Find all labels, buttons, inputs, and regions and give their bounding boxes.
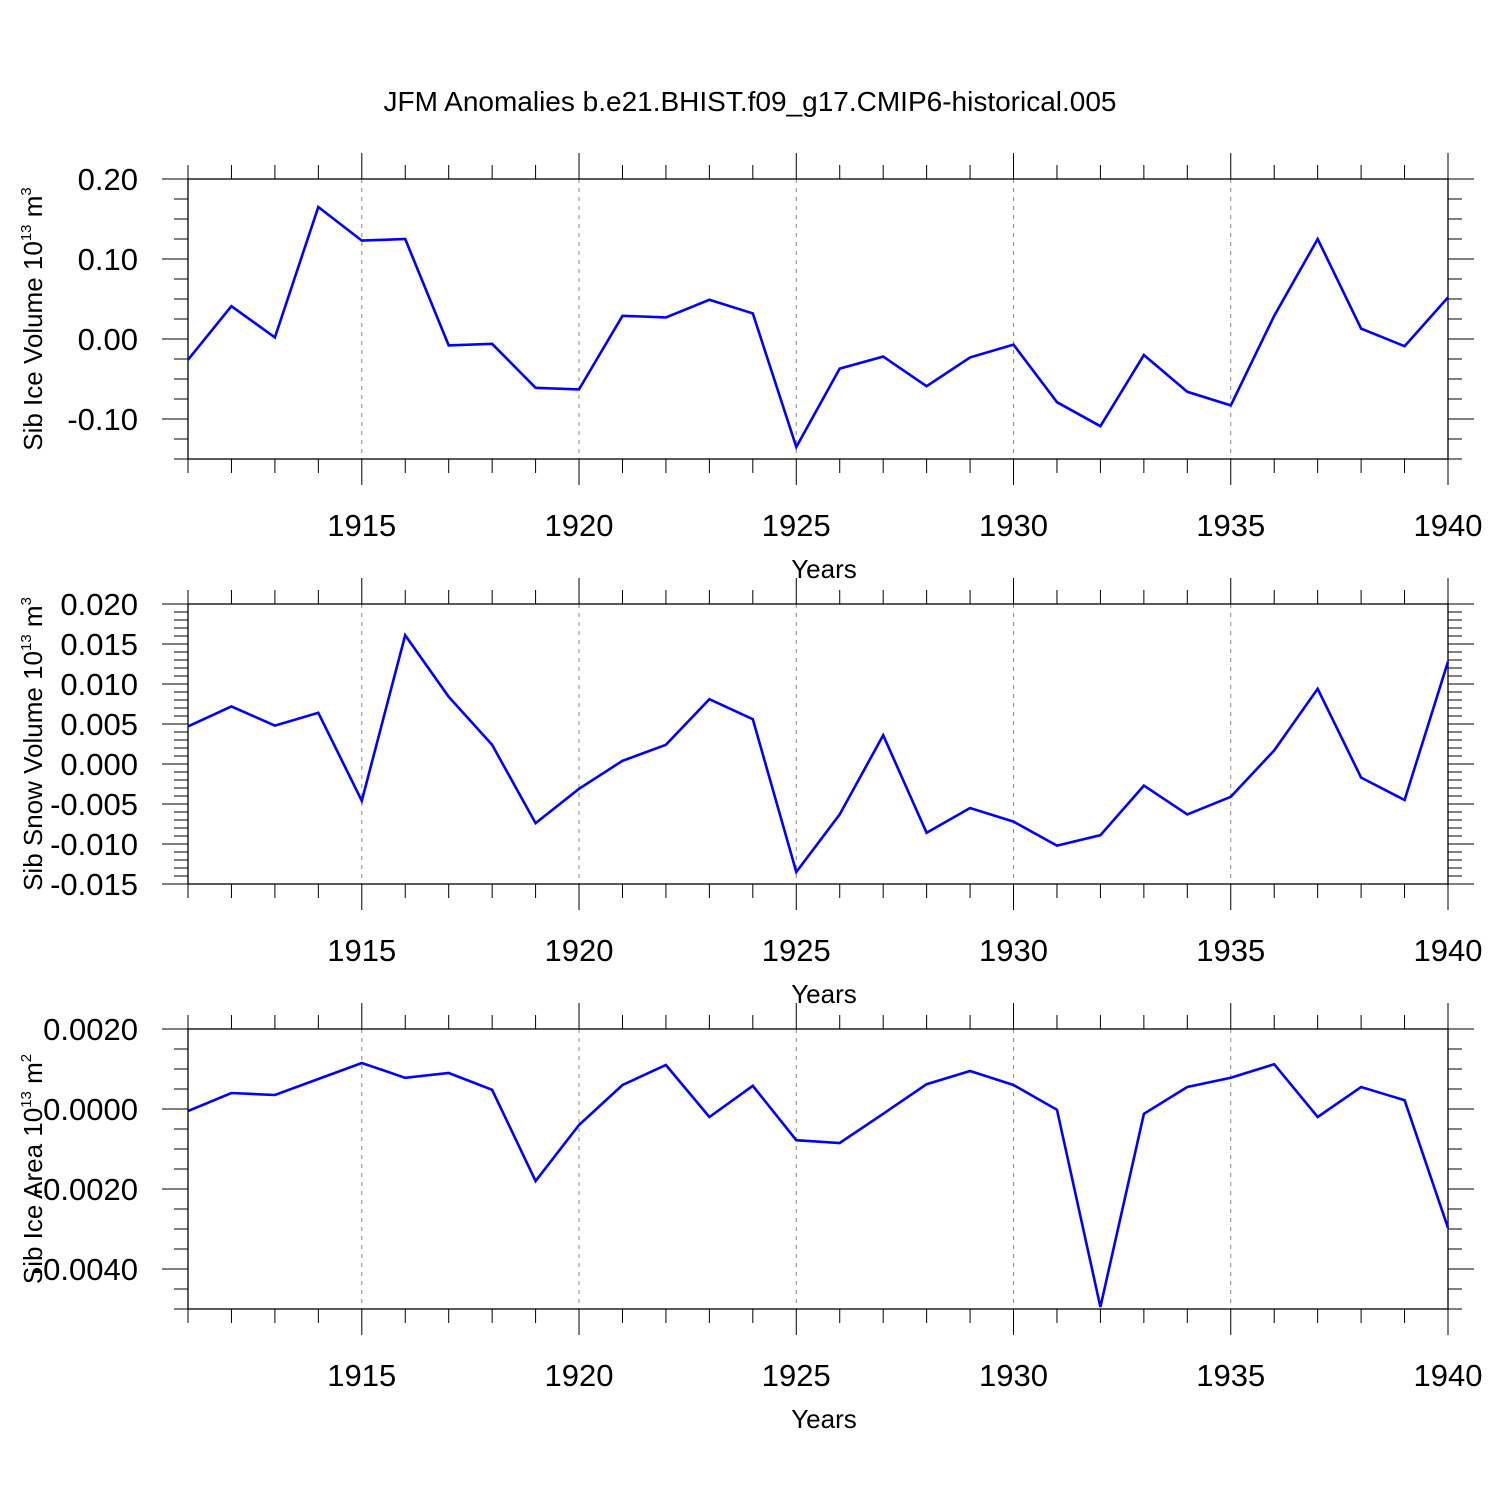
y-tick-label: 0.20 <box>78 162 138 197</box>
y-tick-label: 0.005 <box>60 707 138 742</box>
x-tick-label: 1935 <box>1196 1358 1265 1393</box>
y-label-unit-exponent: 2 <box>18 1054 35 1062</box>
x-tick-label: 1925 <box>762 508 831 543</box>
y-label-unit-exponent: 3 <box>18 597 35 605</box>
plot-frame <box>187 1028 1449 1310</box>
y-axis-label: Sib Snow Volume 1013 m3 <box>18 597 48 891</box>
y-tick-label: 0.0020 <box>43 1012 138 1047</box>
series-line <box>188 1061 1449 1308</box>
y-tick-label: -0.0040 <box>33 1252 138 1287</box>
y-tick-label: -0.10 <box>67 402 138 437</box>
plot-frame <box>187 603 1449 885</box>
x-tick-label: 1930 <box>979 508 1048 543</box>
series-line <box>188 632 1449 875</box>
y-tick-label: 0.015 <box>60 627 138 662</box>
x-tick-label: 1920 <box>545 1358 614 1393</box>
chart-panel-3: -0.0040 -0.0020 0.0000 0.0020 1915 1920 1925 19… <box>18 1003 1482 1434</box>
y-label-exponent: 13 <box>18 634 35 651</box>
x-axis-label: Years <box>791 554 857 584</box>
y-label-unit: m <box>18 1062 48 1091</box>
x-tick-label: 1935 <box>1196 508 1265 543</box>
x-tick-label: 1915 <box>327 933 396 968</box>
x-tick-label: 1930 <box>979 1358 1048 1393</box>
chart-panel-2: -0.015 -0.010 -0.005 0.000 0.005 0.010 0.015 0.… <box>18 578 1482 1009</box>
x-tick-label: 1940 <box>1414 1358 1483 1393</box>
y-tick-label: -0.010 <box>50 827 138 862</box>
y-label-unit: m <box>18 196 48 225</box>
y-tick-label: 0.00 <box>78 322 138 357</box>
chart-panel-1: -0.10 0.00 0.10 0.20 1915 1920 1925 1930 1935 194… <box>18 153 1482 584</box>
x-tick-label: 1920 <box>545 508 614 543</box>
x-tick-label: 1920 <box>545 933 614 968</box>
x-tick-label: 1940 <box>1414 933 1483 968</box>
y-axis-label: Sib Ice Area 1013 m2 <box>18 1054 48 1284</box>
y-label-exponent: 13 <box>18 1091 35 1108</box>
x-axis-label: Years <box>791 979 857 1009</box>
y-label-unit-exponent: 3 <box>18 187 35 195</box>
y-label-unit: m <box>18 605 48 634</box>
y-label-text: Sib Ice Area 10 <box>18 1108 48 1284</box>
series-line <box>188 204 1449 451</box>
y-tick-label: 0.10 <box>78 242 138 277</box>
x-tick-label: 1915 <box>327 1358 396 1393</box>
y-tick-label: -0.005 <box>50 787 138 822</box>
y-tick-label: 0.010 <box>60 667 138 702</box>
x-tick-label: 1925 <box>762 933 831 968</box>
y-axis-label: Sib Ice Volume 1013 m3 <box>18 187 48 451</box>
y-label-text: Sib Snow Volume 10 <box>18 651 48 891</box>
y-label-text: Sib Ice Volume 10 <box>18 241 48 451</box>
x-tick-label: 1930 <box>979 933 1048 968</box>
y-tick-label: -0.015 <box>50 867 138 902</box>
y-tick-label: 0.000 <box>60 747 138 782</box>
figure-title: JFM Anomalies b.e21.BHIST.f09_g17.CMIP6-… <box>383 86 1117 117</box>
x-tick-label: 1925 <box>762 1358 831 1393</box>
y-label-exponent: 13 <box>18 224 35 241</box>
x-axis-label: Years <box>791 1404 857 1434</box>
plot-frame <box>187 178 1449 460</box>
y-tick-label: 0.020 <box>60 587 138 622</box>
x-tick-label: 1915 <box>327 508 396 543</box>
y-tick-label: -0.0020 <box>33 1172 138 1207</box>
y-tick-label: 0.0000 <box>43 1092 138 1127</box>
x-tick-label: 1940 <box>1414 508 1483 543</box>
x-tick-label: 1935 <box>1196 933 1265 968</box>
